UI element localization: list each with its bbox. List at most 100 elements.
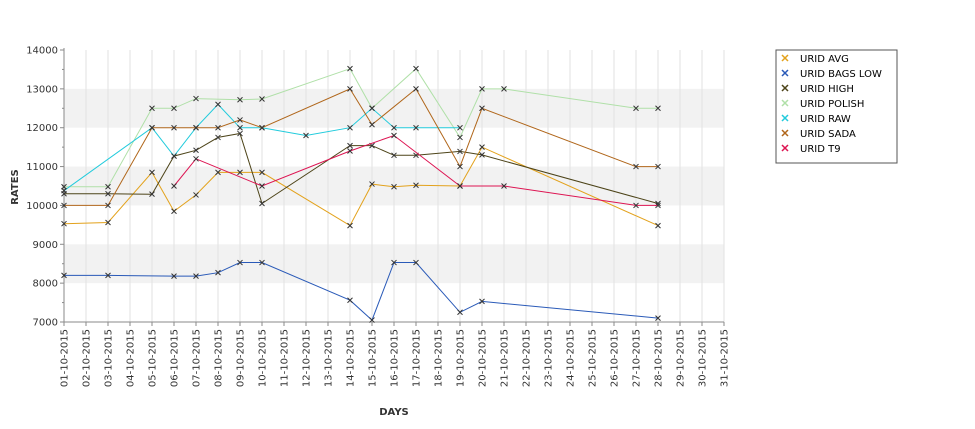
data-point-marker <box>369 317 375 323</box>
axes <box>60 48 725 326</box>
data-point-marker <box>457 309 463 316</box>
data-point-marker <box>61 187 67 194</box>
data-point-marker <box>479 152 485 158</box>
data-point-marker <box>237 124 243 131</box>
data-point-marker <box>391 259 397 266</box>
x-tick-label: 05-10-2015 <box>148 329 159 387</box>
data-point-marker <box>633 105 639 112</box>
series-urid-high <box>61 130 661 207</box>
data-point-marker <box>413 86 419 92</box>
data-point-marker <box>501 183 507 189</box>
data-point-marker <box>171 124 177 131</box>
x-tick-label: 19-10-2015 <box>456 329 467 387</box>
data-point-marker <box>347 65 353 72</box>
x-tick-label: 22-10-2015 <box>522 329 533 387</box>
x-tick-label: 26-10-2015 <box>610 329 621 387</box>
data-point-marker <box>259 200 265 207</box>
data-point-marker <box>655 315 661 321</box>
series-line <box>64 262 659 321</box>
data-point-marker <box>259 169 265 176</box>
y-tick-label: 9000 <box>33 240 58 251</box>
data-point-marker <box>369 121 375 128</box>
data-point-marker <box>479 298 485 305</box>
data-point-marker <box>171 208 177 215</box>
x-tick-label: 16-10-2015 <box>390 329 401 387</box>
data-point-marker <box>259 124 265 131</box>
data-point-marker <box>171 273 177 280</box>
x-tick-label: 08-10-2015 <box>214 329 225 387</box>
data-point-marker <box>457 148 463 155</box>
legend-label: URID T9 <box>800 144 841 155</box>
legend-marker <box>781 84 789 92</box>
data-point-marker <box>259 183 265 189</box>
legend-marker <box>781 69 789 77</box>
x-tick-label: 20-10-2015 <box>478 329 489 387</box>
data-point-marker <box>193 95 199 102</box>
x-tick-label: 15-10-2015 <box>368 329 379 387</box>
x-tick-label: 17-10-2015 <box>412 329 423 387</box>
legend-label: URID AVG <box>800 54 849 65</box>
legend-label: URID SADA <box>800 129 856 140</box>
data-point-marker <box>171 105 177 112</box>
x-tick-label: 01-10-2015 <box>60 329 71 387</box>
series-urid-bags-low <box>61 259 661 323</box>
legend-marker <box>781 114 789 122</box>
y-tick-label: 14000 <box>26 46 58 57</box>
data-point-marker <box>259 96 265 102</box>
series-lines <box>61 65 661 323</box>
x-tick-labels: 01-10-2015 02-10-2015 03-10-2015 04-10-2015… <box>60 329 731 387</box>
series-urid-avg <box>61 144 661 229</box>
data-point-marker <box>479 105 485 112</box>
x-tick-label: 10-10-2015 <box>258 329 269 387</box>
x-tick-label: 27-10-2015 <box>632 329 643 387</box>
legend-label: URID POLISH <box>800 99 864 110</box>
data-point-marker <box>61 220 67 227</box>
legend-marker <box>781 129 789 137</box>
vertical-gridlines <box>63 50 725 322</box>
data-point-marker <box>655 222 661 229</box>
data-point-marker <box>347 124 353 131</box>
x-tick-label: 13-10-2015 <box>324 329 335 387</box>
data-point-marker <box>347 148 353 154</box>
data-point-marker <box>193 124 199 131</box>
data-point-marker <box>215 124 221 131</box>
data-point-marker <box>391 152 397 159</box>
legend-box <box>775 49 898 164</box>
data-point-marker <box>655 202 661 209</box>
data-point-marker <box>413 259 419 266</box>
data-point-marker <box>215 101 221 108</box>
y-tick-label: 10000 <box>26 201 58 212</box>
data-point-marker <box>391 183 397 190</box>
data-point-marker <box>237 117 243 123</box>
data-point-marker <box>633 163 639 170</box>
legend-label: URID HIGH <box>800 84 854 95</box>
data-point-marker <box>457 134 463 141</box>
data-point-marker <box>215 134 221 141</box>
data-point-marker <box>347 86 353 92</box>
y-tick-label: 11000 <box>26 162 58 173</box>
legend-marker <box>781 99 789 107</box>
x-tick-label: 23-10-2015 <box>544 329 555 387</box>
data-point-marker <box>369 105 375 112</box>
x-tick-label: 11-10-2015 <box>280 329 291 387</box>
data-point-marker <box>633 202 639 209</box>
data-point-marker <box>479 86 485 92</box>
data-point-marker <box>501 86 507 92</box>
data-point-marker <box>413 182 419 189</box>
x-tick-label: 25-10-2015 <box>588 329 599 387</box>
y-tick-labels: 7000 8000 9000 10000 11000 12000 13000 14000 <box>26 46 58 329</box>
data-point-marker <box>105 190 111 197</box>
data-point-marker <box>237 96 243 103</box>
data-point-marker <box>149 191 155 198</box>
data-point-marker <box>193 273 199 280</box>
data-point-marker <box>171 153 177 159</box>
data-point-marker <box>479 144 485 150</box>
y-tick-label: 8000 <box>33 279 58 290</box>
x-tick-label: 14-10-2015 <box>346 329 357 387</box>
data-point-marker <box>171 183 177 189</box>
data-point-marker <box>457 124 463 131</box>
x-tick-label: 07-10-2015 <box>192 329 203 387</box>
data-point-marker <box>215 169 221 176</box>
data-point-marker <box>105 202 111 209</box>
